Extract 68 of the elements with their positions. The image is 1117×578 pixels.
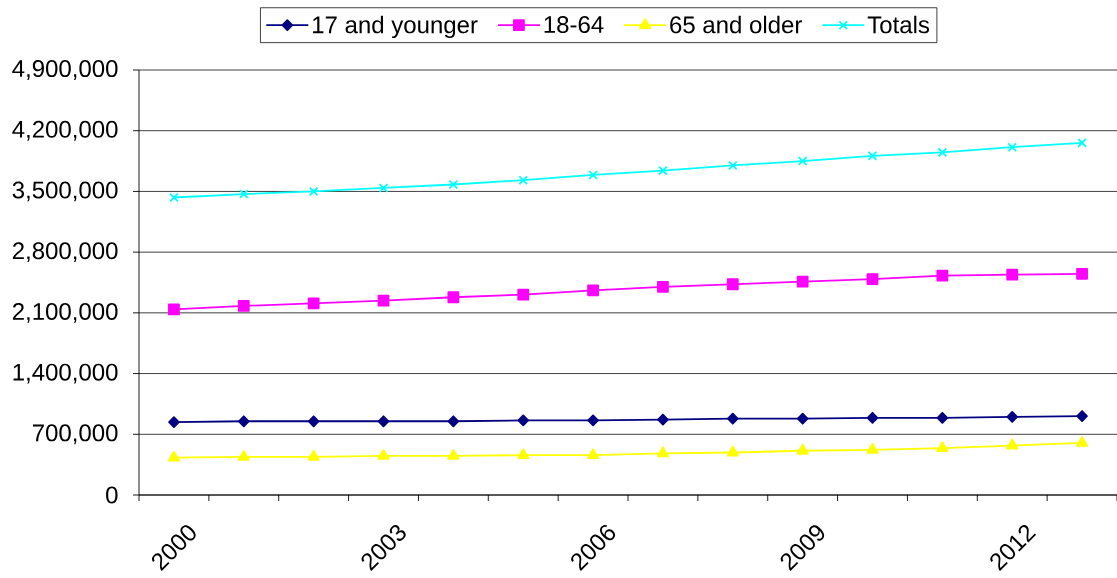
point xyxy=(237,300,250,312)
legend-label: 17 and younger xyxy=(313,15,478,39)
point xyxy=(517,288,530,301)
point xyxy=(1006,411,1018,423)
point xyxy=(588,170,598,180)
point xyxy=(1077,138,1087,148)
point xyxy=(239,189,249,199)
point xyxy=(518,175,529,185)
point xyxy=(308,186,319,197)
point xyxy=(448,179,459,190)
point xyxy=(237,449,250,461)
point xyxy=(447,449,460,460)
point xyxy=(586,448,600,459)
point xyxy=(728,160,738,171)
point xyxy=(658,165,668,176)
point xyxy=(866,273,879,285)
point xyxy=(936,269,949,282)
point xyxy=(866,443,879,454)
point xyxy=(169,192,179,203)
point xyxy=(936,441,949,453)
point xyxy=(726,278,739,291)
point xyxy=(377,449,390,460)
point xyxy=(377,294,390,307)
y-tick-label: 3,500,000 xyxy=(12,181,118,202)
point xyxy=(238,415,250,428)
point xyxy=(1007,142,1018,152)
point xyxy=(168,416,180,429)
point xyxy=(657,413,669,426)
point xyxy=(517,448,530,459)
point xyxy=(1075,436,1089,447)
point xyxy=(307,415,320,428)
point xyxy=(867,151,878,161)
y-tick-label: 4,200,000 xyxy=(12,120,118,141)
y-tick-label: 2,800,000 xyxy=(12,242,118,263)
point xyxy=(168,303,180,316)
point xyxy=(378,183,389,193)
legend-label: 65 and older xyxy=(670,15,802,34)
point xyxy=(447,291,460,304)
point xyxy=(167,450,181,462)
point xyxy=(587,284,599,297)
point xyxy=(727,412,739,425)
point xyxy=(796,275,809,288)
point xyxy=(726,445,739,457)
point xyxy=(1006,438,1019,450)
point xyxy=(657,280,669,293)
y-tick-label: 700,000 xyxy=(32,424,118,445)
point xyxy=(1076,410,1088,422)
point xyxy=(936,411,949,424)
y-tick-label: 4,900,000 xyxy=(12,60,118,80)
point xyxy=(517,414,529,427)
point xyxy=(587,414,599,427)
legend-label: Totals xyxy=(867,15,930,34)
legend-label: 18-64 xyxy=(544,16,604,34)
y-tick-label: 0 xyxy=(106,486,118,504)
point xyxy=(307,449,320,461)
point xyxy=(796,443,809,455)
point xyxy=(656,446,670,458)
point xyxy=(1006,268,1019,281)
y-tick-label: 2,100,000 xyxy=(12,302,118,323)
y-tick-label: 1,400,000 xyxy=(13,363,118,384)
point xyxy=(796,412,809,425)
point xyxy=(307,297,320,310)
point xyxy=(377,415,390,428)
point xyxy=(447,415,460,428)
point xyxy=(866,411,879,424)
point xyxy=(1076,267,1088,280)
point xyxy=(937,147,948,158)
point xyxy=(797,156,808,166)
